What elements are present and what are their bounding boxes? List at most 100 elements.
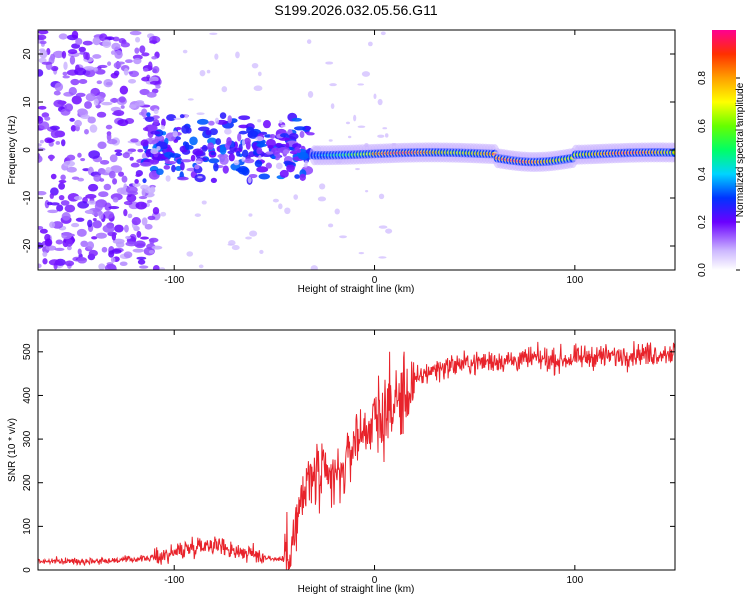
snr-series-line — [38, 341, 675, 570]
spectrogram-blob — [61, 50, 67, 59]
spectrogram-blob — [53, 99, 65, 108]
spectrogram-blob — [73, 196, 83, 201]
spectrogram-blob — [69, 117, 75, 122]
spectrogram-blob — [144, 116, 155, 122]
spectrogram-blob — [50, 173, 57, 180]
spectrogram-blob — [39, 139, 44, 144]
spectrogram-blob — [66, 166, 77, 173]
spectrogram-blob — [55, 140, 61, 145]
spectrogram-blob — [94, 202, 103, 212]
spectrogram-blob — [205, 129, 212, 136]
spectrogram-blob — [278, 119, 283, 124]
spectrogram-blob — [70, 78, 80, 86]
y-tick-label: 0 — [22, 567, 33, 573]
spectrogram-blob — [186, 251, 194, 257]
spectrogram-blob — [135, 173, 141, 178]
spectrogram-blob — [378, 193, 385, 200]
spectrogram-blob — [130, 138, 139, 143]
spectrogram-blob — [118, 171, 125, 177]
spectrogram-blob — [123, 224, 129, 233]
spectrogram-blob — [207, 142, 215, 150]
spectrogram-blob — [110, 50, 116, 55]
spectrogram-blob — [93, 67, 99, 72]
spectrogram-blob — [85, 93, 96, 102]
spectrogram-blob — [172, 130, 178, 138]
spectrogram-blob — [252, 142, 259, 151]
spectrogram-blob — [241, 157, 245, 162]
spectrogram-blob — [54, 82, 64, 92]
spectrogram-blob — [246, 126, 255, 134]
spectrogram-blob — [71, 222, 80, 228]
spectrogram-blob — [146, 91, 157, 98]
spectrogram-x-label: Height of straight line (km) — [298, 284, 415, 295]
spectrogram-blob — [173, 139, 179, 143]
spectrogram-blob — [151, 245, 163, 250]
x-tick-label: -100 — [164, 275, 184, 286]
spectrogram-blob — [132, 182, 141, 187]
spectrogram-blob — [38, 121, 50, 130]
spectrogram-blob — [83, 66, 95, 71]
spectrogram-blob — [50, 202, 60, 206]
spectrogram-blob — [161, 118, 166, 127]
spectrogram-blob — [146, 112, 151, 117]
spectrogram-blob — [149, 80, 161, 85]
spectrogram-blob — [110, 264, 117, 270]
spectrogram-blob — [339, 235, 348, 239]
spectrogram-blob — [262, 119, 271, 129]
spectrogram-blob — [110, 98, 119, 103]
spectrogram-blob — [120, 42, 131, 48]
spectrogram-blob — [382, 127, 388, 130]
spectrogram-blob — [115, 152, 123, 157]
spectrogram-blob — [146, 199, 153, 203]
y-tick-label: 10 — [22, 96, 33, 108]
spectrogram-blob — [149, 76, 159, 83]
y-tick-label: 500 — [22, 343, 33, 360]
spectrogram-blob — [296, 149, 301, 153]
snr-background — [38, 330, 675, 570]
spectrogram-blob — [98, 211, 104, 220]
spectrogram-blob — [84, 68, 96, 78]
spectrogram-blob — [150, 148, 159, 155]
spectrogram-blob — [52, 50, 65, 59]
spectrogram-blob — [210, 177, 217, 184]
spectrogram-blob — [80, 240, 89, 248]
spectrogram-blob — [78, 46, 86, 53]
spectrogram-blob — [152, 66, 160, 74]
spectrogram-blob — [68, 86, 77, 96]
spectrogram-blob — [109, 154, 118, 163]
spectrogram-blob — [50, 129, 61, 139]
spectrogram-blob — [267, 145, 274, 149]
spectrogram-blob — [93, 98, 99, 106]
spectrogram-blob — [119, 261, 128, 267]
spectrogram-blob — [39, 228, 48, 234]
spectrogram-blob — [38, 30, 49, 35]
spectrogram-blob — [50, 125, 60, 131]
spectrogram-blob — [285, 142, 290, 149]
spectrogram-blob — [229, 147, 237, 152]
spectrogram-blob — [50, 65, 59, 72]
spectrogram-blob — [329, 83, 337, 87]
spectrogram-blob — [259, 249, 264, 255]
spectrogram-blob — [41, 61, 53, 65]
spectrogram-blob — [119, 85, 129, 95]
snr-x-ticks: -100 0 100 — [164, 330, 584, 586]
spectrogram-blob — [125, 59, 133, 64]
spectrogram-blob — [330, 103, 335, 110]
spectrogram-blob — [112, 197, 119, 203]
spectrogram-blob — [206, 69, 211, 74]
spectrogram-blob — [114, 50, 123, 59]
spectrogram-blob — [74, 119, 82, 127]
spectrogram-blob — [153, 108, 159, 115]
spectrogram-blob — [377, 134, 385, 138]
spectrogram-blob — [175, 165, 182, 172]
spectrogram-blob — [63, 61, 68, 70]
spectrogram-blob — [282, 149, 290, 155]
spectrogram-blob — [304, 160, 308, 165]
spectrogram-blob — [123, 209, 128, 217]
spectrogram-blob — [149, 40, 158, 44]
spectrogram-blob — [299, 130, 305, 138]
spectrogram-blob — [345, 121, 350, 125]
snr-panel: -100 0 100 0 100 200 300 400 500 Height of stra… — [7, 329, 676, 595]
y-tick-label: -10 — [22, 190, 33, 205]
